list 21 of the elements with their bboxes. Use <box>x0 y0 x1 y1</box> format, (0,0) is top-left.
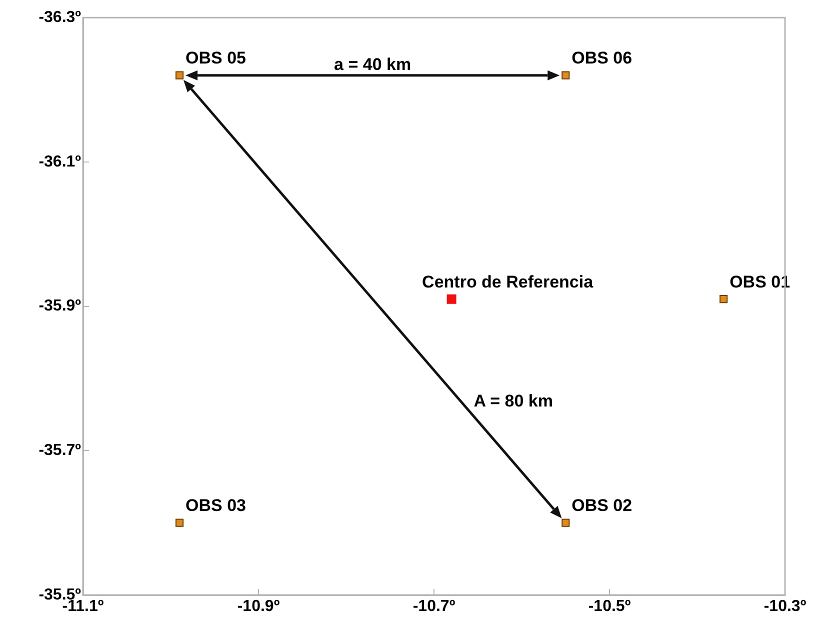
y-tick-label: -35.7º <box>38 442 82 460</box>
series-label: OBS 06 <box>572 48 632 68</box>
series-label: OBS 05 <box>186 48 246 68</box>
point <box>175 71 184 80</box>
annotation: a = 40 km <box>334 55 412 74</box>
point <box>175 518 184 527</box>
x-tick-label: -10.9º <box>237 598 280 616</box>
y-tick-label: -36.3º <box>38 9 82 26</box>
series-label: Centro de Referencia <box>422 272 594 292</box>
y-tick-label: -36.1º <box>38 153 82 170</box>
series-label: OBS 02 <box>572 496 632 516</box>
x-tick-label: -10.3º <box>764 598 806 616</box>
x-tick-label: -10.7º <box>412 598 456 616</box>
point <box>720 295 728 304</box>
y-tick-label: -35.9º <box>38 298 82 315</box>
series-label: OBS 03 <box>186 496 246 516</box>
x-tick-label: -10.5º <box>588 598 631 616</box>
point <box>446 294 456 304</box>
point <box>562 71 570 80</box>
point <box>562 518 570 527</box>
annotation: A = 80 km <box>474 392 553 411</box>
